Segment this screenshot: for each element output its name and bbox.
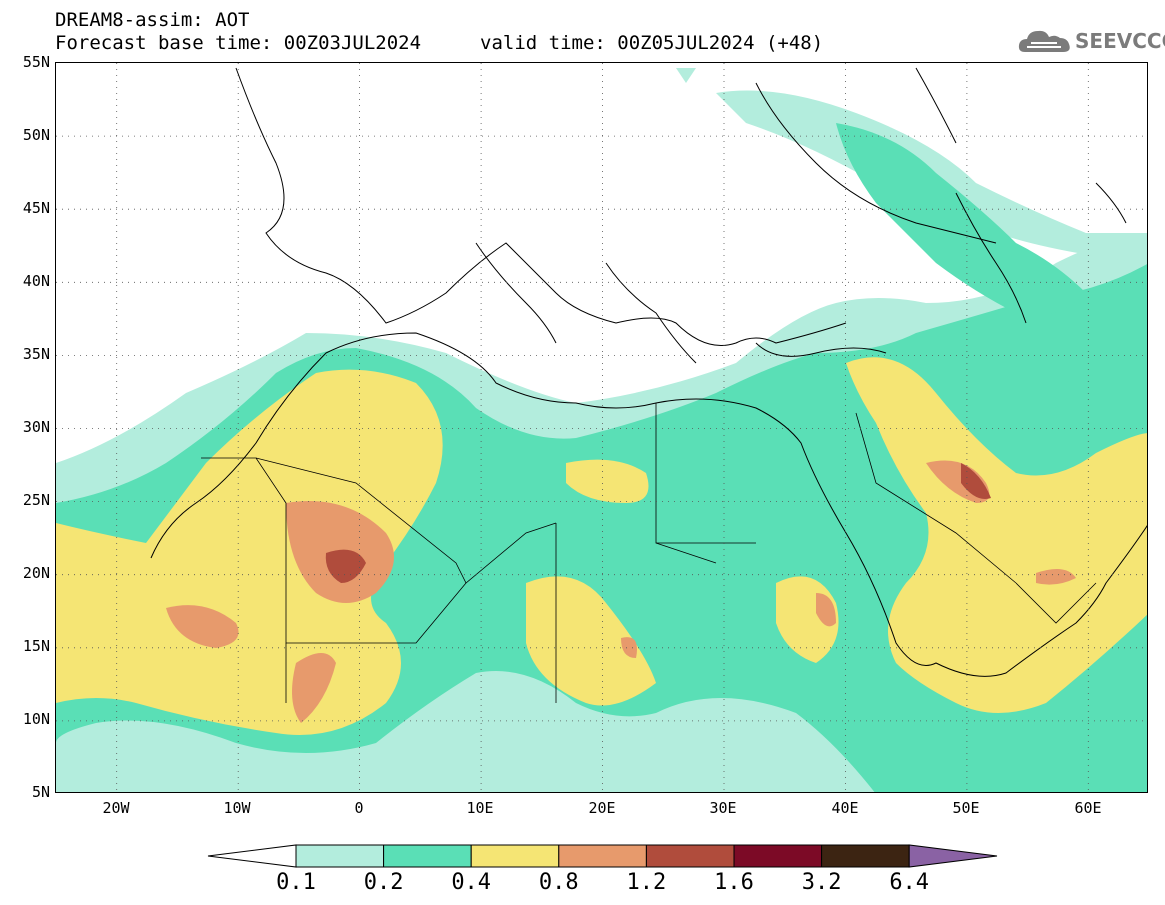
lat-label-20n: 20N	[22, 564, 50, 582]
lon-label-20e: 20E	[588, 799, 616, 817]
graticule	[56, 63, 1147, 792]
lon-label-30e: 30E	[709, 799, 737, 817]
map-canvas	[56, 63, 1147, 792]
colorbar-segment-6	[733, 844, 823, 868]
lat-label-40n: 40N	[22, 272, 50, 290]
lon-label-10e: 10E	[466, 799, 494, 817]
colorbar-label-0.4: 0.4	[451, 870, 492, 895]
lat-label-30n: 30N	[22, 418, 50, 436]
colorbar-segment-1	[295, 844, 385, 868]
colorbar-label-1.2: 1.2	[626, 870, 667, 895]
lon-label-60e: 60E	[1074, 799, 1102, 817]
lon-label-50e: 50E	[952, 799, 980, 817]
lon-label-10w: 10W	[223, 799, 251, 817]
colorbar-under-arrow	[207, 844, 297, 868]
colorbar-label-1.6: 1.6	[714, 870, 754, 895]
lat-label-10n: 10N	[22, 710, 50, 728]
lon-label-20w: 20W	[102, 799, 130, 817]
lat-label-5n: 5N	[31, 783, 50, 801]
colorbar-segment-3	[470, 844, 560, 868]
logo-text: SEEVCCC	[1075, 29, 1165, 53]
lat-label-25n: 25N	[22, 491, 50, 509]
lat-label-35n: 35N	[22, 345, 50, 363]
colorbar-segment-7	[821, 844, 910, 868]
forecast-base-time: Forecast base time: 00Z03JUL2024	[55, 32, 422, 54]
colorbar-label-6.4: 6.4	[889, 870, 930, 895]
seevccc-logo: SEEVCCC	[1017, 26, 1165, 56]
colorbar-segment-2	[383, 844, 472, 868]
country-borders	[201, 403, 1097, 703]
cloud-logo-icon	[1018, 30, 1070, 52]
lon-label-0: 0	[354, 799, 364, 817]
map-title: DREAM8-assim: AOT	[55, 9, 250, 31]
lat-label-50n: 50N	[22, 126, 50, 144]
colorbar-label-0.8: 0.8	[538, 870, 579, 895]
lat-label-45n: 45N	[22, 199, 50, 217]
aot-field-level-5	[325, 463, 991, 583]
lat-label-15n: 15N	[22, 637, 50, 655]
colorbar-segment-5	[645, 844, 735, 868]
valid-time: valid time: 00Z05JUL2024 (+48)	[480, 32, 824, 54]
coastlines	[150, 67, 1147, 677]
colorbar-over-arrow	[908, 844, 998, 868]
colorbar-label-0.1: 0.1	[276, 870, 316, 895]
lon-label-40e: 40E	[831, 799, 859, 817]
aot-field-level-3	[56, 357, 1147, 735]
colorbar-segment-4	[558, 844, 647, 868]
aot-map	[55, 62, 1148, 793]
colorbar-label-3.2: 3.2	[801, 870, 842, 895]
lat-label-55n: 55N	[22, 53, 50, 71]
colorbar-label-0.2: 0.2	[363, 870, 404, 895]
